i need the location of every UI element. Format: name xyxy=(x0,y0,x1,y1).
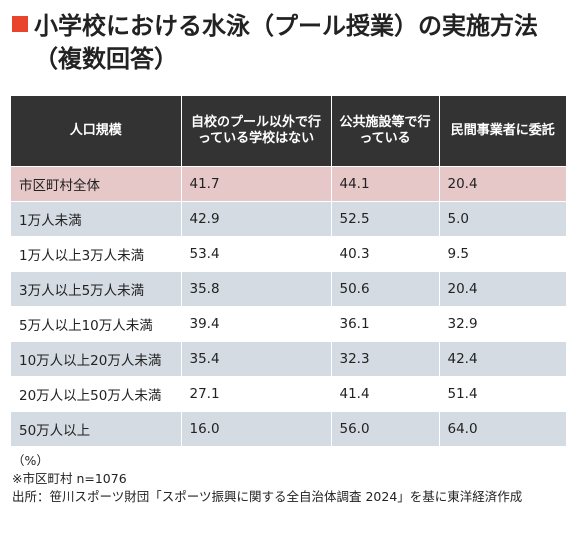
table-row: 3万人以上5万人未満 35.8 50.6 20.4 xyxy=(11,271,566,307)
notes: （%） ※市区町村 n=1076 出所：笹川スポーツ財団「スポーツ振興に関する全… xyxy=(12,452,562,506)
table-row: 10万人以上20万人未満 35.4 32.3 42.4 xyxy=(11,341,566,377)
cell-value: 44.1 xyxy=(331,166,440,202)
title-marker xyxy=(12,16,28,32)
row-label: 5万人以上10万人未満 xyxy=(11,306,182,342)
row-label: 3万人以上5万人未満 xyxy=(11,271,182,307)
cell-value: 9.5 xyxy=(439,236,566,272)
cell-value: 27.1 xyxy=(181,376,332,412)
table-header-row: 人口規模 自校のプール以外で行っている学校はない 公共施設等で行っている 民間事… xyxy=(11,96,566,167)
title-block: 小学校における水泳（プール授業）の実施方法（複数回答） xyxy=(12,10,562,76)
row-label: 20万人以上50万人未満 xyxy=(11,376,182,412)
row-label: 市区町村全体 xyxy=(11,166,182,202)
cell-value: 40.3 xyxy=(331,236,440,272)
cell-value: 32.3 xyxy=(331,341,440,377)
cell-value: 20.4 xyxy=(439,166,566,202)
row-label: 1万人以上3万人未満 xyxy=(11,236,182,272)
cell-value: 42.4 xyxy=(439,341,566,377)
cell-value: 42.9 xyxy=(181,201,332,237)
cell-value: 53.4 xyxy=(181,236,332,272)
table-row: 5万人以上10万人未満 39.4 36.1 32.9 xyxy=(11,306,566,342)
table-row: 20万人以上50万人未満 27.1 41.4 51.4 xyxy=(11,376,566,412)
table-row: 1万人未満 42.9 52.5 5.0 xyxy=(11,201,566,237)
cell-value: 35.4 xyxy=(181,341,332,377)
column-header-population: 人口規模 xyxy=(11,96,182,167)
cell-value: 5.0 xyxy=(439,201,566,237)
row-label: 1万人未満 xyxy=(11,201,182,237)
cell-value: 64.0 xyxy=(439,411,566,446)
cell-value: 39.4 xyxy=(181,306,332,342)
cell-value: 35.8 xyxy=(181,271,332,307)
cell-value: 20.4 xyxy=(439,271,566,307)
cell-value: 32.9 xyxy=(439,306,566,342)
cell-value: 50.6 xyxy=(331,271,440,307)
table-row: 50万人以上 16.0 56.0 64.0 xyxy=(11,411,566,446)
sample-note: ※市区町村 n=1076 xyxy=(12,471,127,486)
unit-note: （%） xyxy=(12,453,49,468)
cell-value: 41.7 xyxy=(181,166,332,202)
cell-value: 36.1 xyxy=(331,306,440,342)
row-label: 50万人以上 xyxy=(11,411,182,446)
column-header-own-pool-only: 自校のプール以外で行っている学校はない xyxy=(181,96,332,167)
cell-value: 52.5 xyxy=(331,201,440,237)
table-row: 市区町村全体 41.7 44.1 20.4 xyxy=(11,166,566,202)
data-table: 人口規模 自校のプール以外で行っている学校はない 公共施設等で行っている 民間事… xyxy=(11,96,566,446)
table-row: 1万人以上3万人未満 53.4 40.3 9.5 xyxy=(11,236,566,272)
column-header-private-contractor: 民間事業者に委託 xyxy=(439,96,566,167)
cell-value: 16.0 xyxy=(181,411,332,446)
column-header-public-facility: 公共施設等で行っている xyxy=(331,96,440,167)
page-title: 小学校における水泳（プール授業）の実施方法（複数回答） xyxy=(34,12,538,73)
row-label: 10万人以上20万人未満 xyxy=(11,341,182,377)
source-note: 出所：笹川スポーツ財団「スポーツ振興に関する全自治体調査 2024」を基に東洋経… xyxy=(12,489,523,504)
cell-value: 51.4 xyxy=(439,376,566,412)
cell-value: 56.0 xyxy=(331,411,440,446)
cell-value: 41.4 xyxy=(331,376,440,412)
